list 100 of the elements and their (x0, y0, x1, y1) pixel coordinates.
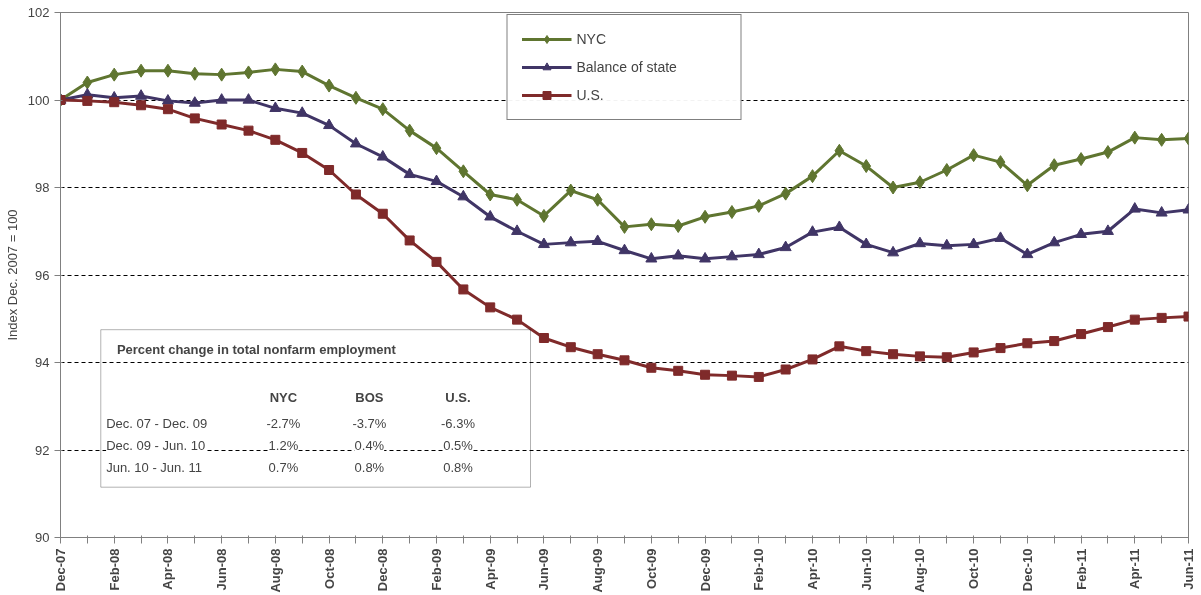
point (861, 159, 872, 174)
point (270, 134, 281, 145)
point (1076, 329, 1087, 340)
x-tick-label: Feb-08 (106, 548, 122, 591)
point (243, 65, 254, 80)
point (189, 113, 200, 124)
point (109, 97, 120, 108)
point (82, 95, 93, 106)
point (673, 365, 684, 376)
point (1128, 202, 1141, 213)
point (1156, 312, 1167, 323)
annotation: Dec. 09 - Jun. 10 (106, 438, 206, 454)
annotation: Dec. 07 - Dec. 09 (106, 416, 208, 432)
point (297, 147, 308, 158)
annotation: -6.3% (441, 416, 476, 432)
point (485, 302, 496, 313)
point (752, 247, 765, 259)
point (834, 143, 845, 158)
point (618, 243, 631, 255)
point (242, 93, 255, 104)
point (458, 284, 469, 295)
point (995, 155, 1006, 170)
point (967, 237, 980, 249)
point (779, 240, 792, 252)
point (403, 167, 416, 179)
annotation: 0.8% (443, 460, 474, 475)
point (592, 349, 603, 360)
point (1156, 132, 1167, 147)
point (324, 165, 335, 175)
point (161, 94, 174, 105)
annotation: U.S. (445, 390, 471, 405)
point (1022, 338, 1033, 349)
x-tick-label: Aug-08 (267, 548, 283, 593)
point (646, 217, 657, 232)
point (538, 333, 549, 343)
point (592, 192, 603, 207)
point (995, 343, 1006, 354)
point (136, 100, 147, 111)
point (565, 342, 576, 353)
point (82, 75, 93, 90)
point (350, 189, 361, 200)
point (430, 174, 443, 186)
point (940, 238, 953, 250)
x-tick-label: Jun-08 (214, 548, 230, 591)
point (512, 314, 523, 325)
annotation: 0.4% (354, 438, 385, 454)
annotation: Jun. 10 - Jun. 11 (106, 460, 203, 475)
y-tick-label: 100 (27, 92, 50, 108)
x-tick-label: Jun-09 (536, 548, 552, 591)
x-tick-label: Dec-07 (53, 548, 68, 592)
annotation: NYC (269, 390, 298, 405)
annotation: BOS (355, 390, 384, 405)
point (646, 362, 657, 373)
x-tick-label: Oct-08 (321, 548, 337, 589)
point (968, 347, 979, 358)
point (1075, 227, 1088, 238)
legend-label: U.S. (576, 87, 605, 103)
x-tick-label: Feb-10 (751, 548, 767, 591)
annotation: -3.7% (352, 416, 387, 432)
point (1102, 322, 1113, 333)
point (269, 101, 282, 112)
x-tick-label: Apr-11 (1127, 548, 1143, 589)
point (109, 67, 120, 82)
x-tick-label: Dec-08 (375, 548, 391, 592)
point (188, 96, 201, 107)
point (860, 237, 873, 249)
point (780, 186, 791, 201)
point (753, 371, 764, 382)
point (913, 236, 926, 248)
annotation: 0.5% (443, 438, 474, 454)
point (216, 67, 227, 82)
legend-label: Balance of state (576, 59, 678, 75)
point (1155, 206, 1168, 217)
annotation: 0.8% (354, 460, 385, 475)
y-tick-label: 96 (35, 267, 50, 283)
point (725, 249, 738, 261)
point (888, 349, 899, 360)
point (1048, 235, 1061, 247)
annotation: Percent change in total nonfarm employment (116, 341, 397, 357)
x-tick-label: Jun-10 (858, 548, 874, 591)
x-tick-label: Apr-09 (482, 548, 498, 590)
point (861, 346, 872, 357)
point (887, 245, 900, 257)
point (189, 66, 200, 81)
point (833, 220, 846, 231)
x-tick-label: Jun-11 (1181, 548, 1196, 590)
point (270, 62, 281, 77)
point (135, 89, 148, 100)
point (726, 370, 737, 381)
point (591, 234, 604, 245)
point (727, 205, 737, 219)
point (349, 136, 362, 148)
annotation: 0.7% (268, 460, 299, 475)
point (377, 208, 388, 219)
y-axis-title: Index Dec. 2007 = 100 (4, 209, 20, 341)
point (323, 118, 336, 130)
point (1049, 336, 1060, 347)
point (753, 198, 764, 213)
point (243, 125, 254, 136)
point (834, 341, 845, 352)
